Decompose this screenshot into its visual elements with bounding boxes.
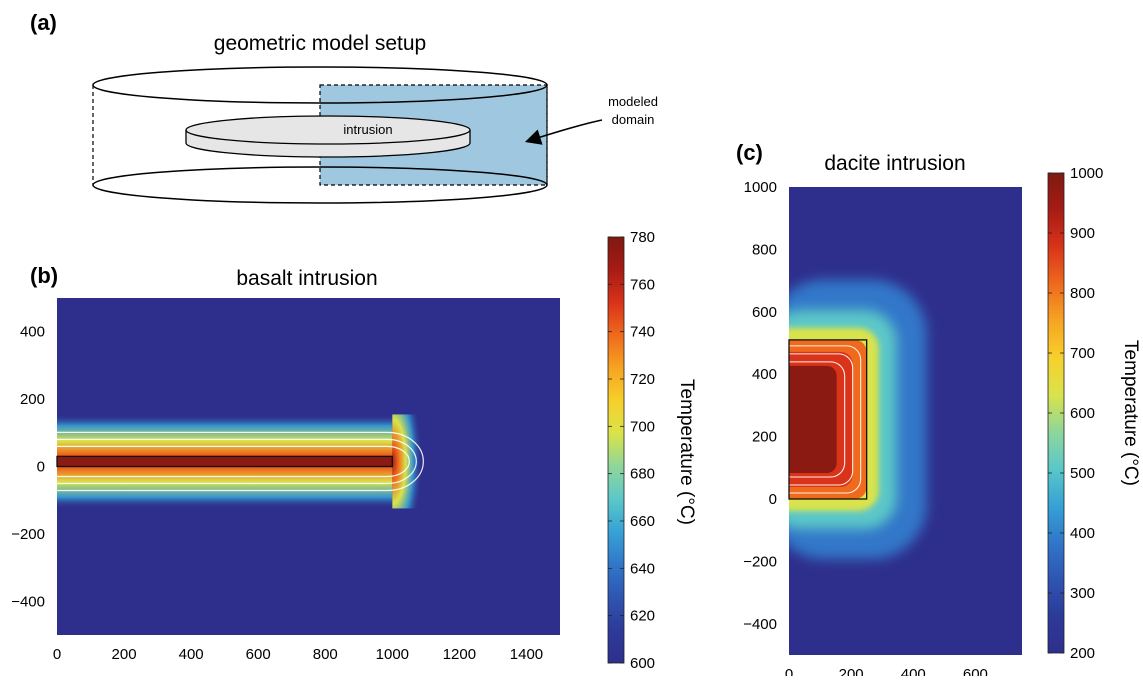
thermal-halo-cap [392,414,423,509]
basalt-heatmap [56,298,560,635]
y-tick-label: 400 [20,324,45,341]
intrusion-outline [56,455,393,468]
cylinder-bottom-front [92,184,548,204]
colorbar-tick-label: 620 [630,608,655,625]
x-tick-label: 400 [179,646,204,663]
x-tick-label: 1000 [376,646,409,663]
colorbar-tick-label: 400 [1070,525,1095,542]
domain-arrow [524,119,603,145]
isotherm-contour [789,361,846,478]
intrusion-outline [788,339,868,500]
dacite-colorbar: 1000 900 800 700 600 500 400 300 200 [1047,165,1103,662]
colorbar-tick-label: 600 [630,655,655,672]
x-tick-label: 600 [246,646,271,663]
colorbar-gradient [607,236,625,664]
colorbar-tick-label: 600 [1070,405,1095,422]
basalt-colorbar-label: Temperature (°C) [676,379,697,525]
panel-c-letter: (c) [736,140,763,165]
basalt-colorbar: 780 760 740 720 700 680 660 640 620 600 [607,229,655,672]
isotherm-contour [789,345,862,494]
colorbar-tick-label: 1000 [1070,165,1103,182]
isotherm-contour [57,445,410,478]
colorbar-tick-label: 200 [1070,645,1095,662]
y-tick-label: 800 [752,241,777,258]
intrusion-core [789,365,837,473]
cylinder-bottom-back [92,166,548,186]
y-tick-label: 0 [769,491,777,508]
isotherm-contour [57,431,424,492]
panel-b-letter: (b) [30,263,58,288]
x-tick-label: 200 [839,666,864,676]
panel-c-title: dacite intrusion [824,152,965,175]
y-tick-label: −200 [743,553,777,570]
intrusion-core [57,456,393,467]
domain-label-2: domain [612,112,655,127]
colorbar-tick-label: 500 [1070,465,1095,482]
intrusion-disk-top [185,115,471,145]
y-tick-label: −200 [11,526,45,543]
colorbar-tick-label: 740 [630,324,655,341]
colorbar-tick-label: 900 [1070,225,1095,242]
y-tick-label: 0 [37,459,45,476]
geometric-model-diagram: intrusion modeled domain [92,66,658,204]
y-tick-label: 200 [752,429,777,446]
x-tick-label: 200 [112,646,137,663]
panel-a-letter: (a) [30,10,57,35]
x-tick-label: 800 [313,646,338,663]
y-tick-label: 200 [20,391,45,408]
x-tick-label: 1200 [443,646,476,663]
colorbar-tick-label: 700 [630,418,655,435]
colorbar-tick-label: 760 [630,276,655,293]
colorbar-tick-label: 680 [630,466,655,483]
colorbar-tick-label: 720 [630,371,655,388]
panel-b-title: basalt intrusion [236,267,377,290]
dacite-heatmap [788,187,1022,655]
intrusion-label: intrusion [343,122,392,137]
colorbar-tick-label: 700 [1070,345,1095,362]
colorbar-tick-label: 800 [1070,285,1095,302]
colorbar-tick-label: 640 [630,560,655,577]
x-tick-label: 1400 [510,646,543,663]
x-tick-label: 0 [785,666,793,676]
y-tick-label: 400 [752,366,777,383]
heatmap-field [789,187,1022,655]
x-tick-label: 400 [901,666,926,676]
y-tick-label: −400 [11,593,45,610]
dacite-axes: 0 200 400 600 1000 800 600 400 200 0 −200 −400 [743,179,988,681]
domain-label-1: modeled [608,94,658,109]
y-tick-label: 1000 [744,179,777,196]
y-tick-label: −400 [743,616,777,633]
colorbar-tick-label: 300 [1070,585,1095,602]
panel-a-title: geometric model setup [214,32,426,55]
y-tick-label: 600 [752,304,777,321]
basalt-axes: 0 200 400 600 800 1000 1200 1400 400 200 0 −200 −400 [11,324,543,663]
colorbar-tick-label: 660 [630,513,655,530]
colorbar-tick-label: 780 [630,229,655,246]
dacite-colorbar-label: Temperature (°C) [1120,340,1141,486]
isotherm-contour [57,438,417,485]
x-tick-label: 0 [53,646,61,663]
isotherm-contour [789,353,854,486]
x-tick-label: 600 [963,666,988,676]
